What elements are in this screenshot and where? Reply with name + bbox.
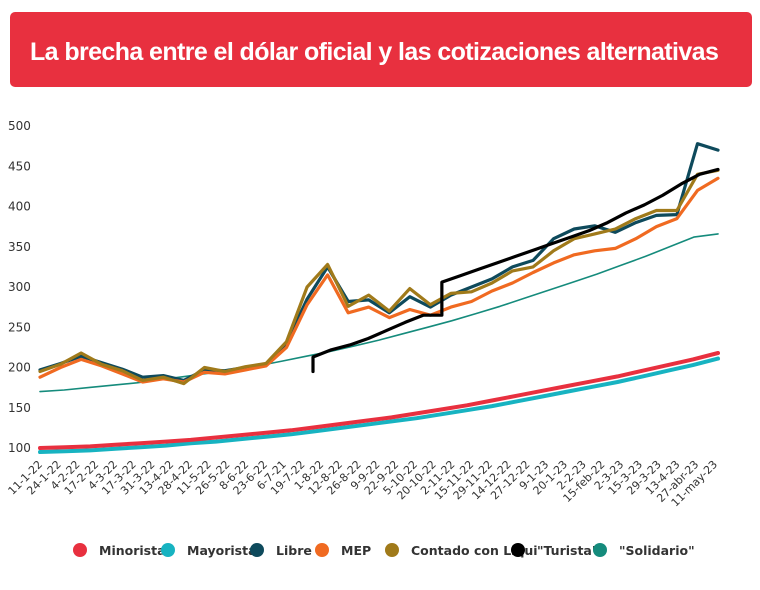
series-line-turista [311,167,720,374]
series-layer [38,142,720,454]
legend-swatch [250,543,264,557]
series-line-mayorista [38,356,720,454]
legend-label: Libre [276,542,312,558]
y-tick-label: 100 [8,441,31,455]
legend-swatch [385,543,399,557]
y-tick-label: 200 [8,361,31,375]
chart-title: La brecha entre el dólar oficial y las c… [30,38,719,66]
y-tick-label: 450 [8,159,31,173]
legend-label: Contado con Liqui [411,542,538,558]
legend-label: Mayorista [187,542,257,558]
legend-label: "Turista" [537,542,599,558]
x-axis: 11-1-2224-1-224-2-2217-2-224-3-2217-3-22… [6,458,721,509]
legend-swatch [511,543,525,557]
legend-swatch [161,543,175,557]
legend-swatch [73,543,87,557]
legend-item[interactable]: "Solidario" [593,538,695,562]
y-tick-label: 150 [8,401,31,415]
series-line-minorista [38,351,720,450]
legend-item[interactable]: Libre [250,538,312,562]
title-banner: La brecha entre el dólar oficial y las c… [10,12,752,87]
y-axis: 100 150 200 250 300 350 400 450 500 [8,119,31,455]
legend-item[interactable]: Contado con Liqui [385,538,538,562]
legend-item[interactable]: Minorista [73,538,166,562]
series-line-libre [38,142,720,382]
legend-item[interactable]: "Turista" [511,538,598,562]
chart-legend: Minorista Mayorista Libre MEP Contado con Li… [0,538,760,562]
y-tick-label: 250 [8,320,31,334]
legend-item[interactable]: Mayorista [161,538,257,562]
legend-swatch [315,543,329,557]
y-tick-label: 300 [8,280,31,294]
legend-item[interactable]: MEP [315,538,371,562]
legend-label: "Solidario" [619,542,695,558]
legend-swatch [593,543,607,557]
legend-label: MEP [341,542,372,558]
y-tick-label: 400 [8,200,31,214]
series-line-contado-con-liqui [38,168,720,386]
series-line-mep [38,176,720,384]
y-tick-label: 500 [8,119,31,133]
y-tick-label: 350 [8,240,31,254]
legend-label: Minorista [99,542,166,558]
